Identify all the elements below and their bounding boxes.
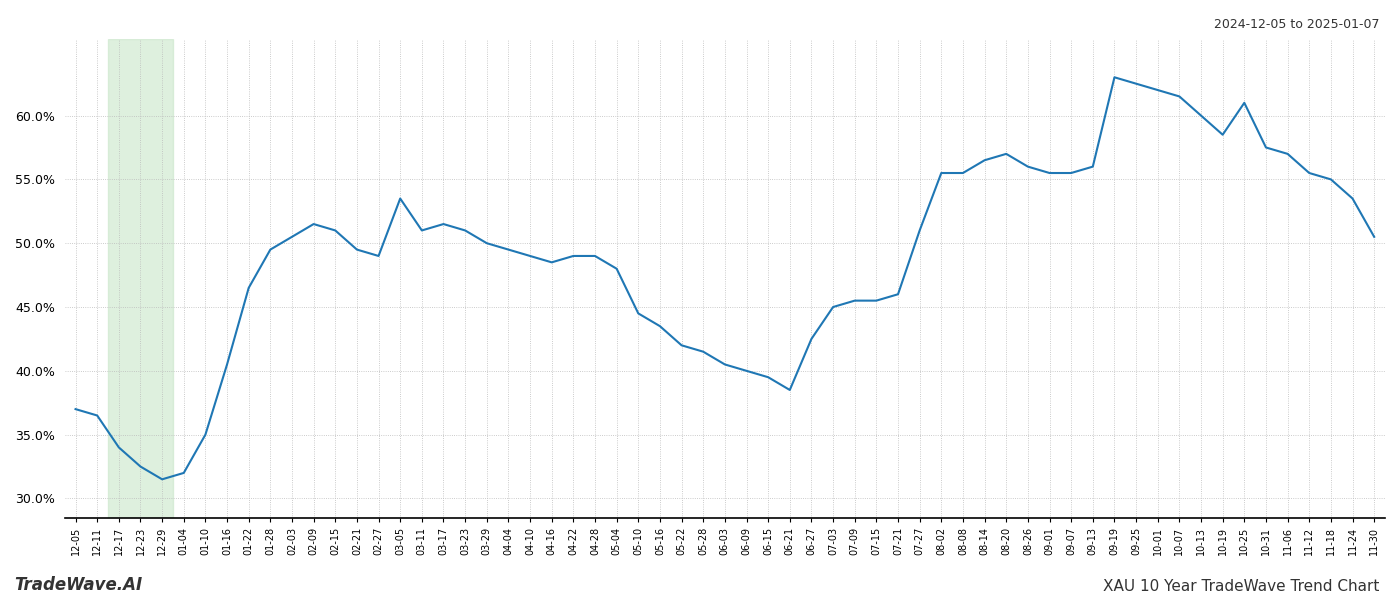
Text: XAU 10 Year TradeWave Trend Chart: XAU 10 Year TradeWave Trend Chart: [1103, 579, 1379, 594]
Text: 2024-12-05 to 2025-01-07: 2024-12-05 to 2025-01-07: [1214, 18, 1379, 31]
Text: TradeWave.AI: TradeWave.AI: [14, 576, 143, 594]
Bar: [108, 39, 174, 518]
